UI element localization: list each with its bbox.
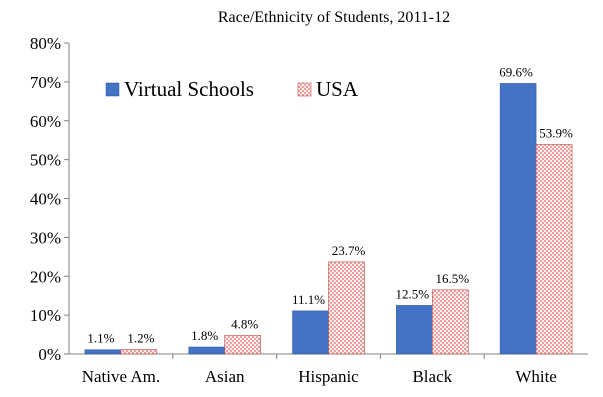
x-tick-label: White [515,367,557,386]
data-label-usa: 16.5% [436,271,470,286]
legend-swatch-virtual-schools [105,82,120,97]
y-tick-label: 20% [30,267,61,286]
y-axis: 0% 10% 20% 30% 40% 50% 60% 70% 80% [30,34,70,364]
chart-title: Race/Ethnicity of Students, 2011-12 [218,9,450,26]
data-label-virtual-schools: 69.6% [499,64,533,79]
bar-usa [328,261,365,355]
data-label-usa: 53.9% [539,125,573,140]
x-tick-label: Asian [205,367,245,386]
bar-virtual-schools [188,346,225,355]
y-tick-label: 70% [30,73,61,92]
legend-label-virtual-schools: Virtual Schools [124,77,254,101]
bar-virtual-schools [396,305,433,355]
bar-virtual-schools [84,349,122,355]
y-tick-label: 40% [30,190,61,209]
data-label-usa: 4.8% [231,316,258,331]
data-label-usa: 1.2% [127,330,154,345]
data-label-virtual-schools: 12.5% [396,286,430,301]
y-tick-label: 30% [30,228,61,247]
legend-swatch-usa [297,82,312,97]
y-tick-label: 0% [38,345,61,364]
bar-usa [431,289,469,355]
x-tick-label: Hispanic [298,367,359,386]
data-label-virtual-schools: 1.8% [191,328,218,343]
data-label-virtual-schools: 11.1% [292,292,325,307]
y-tick-label: 10% [30,306,61,325]
y-tick-label: 80% [30,34,61,53]
data-label-usa: 23.7% [332,243,366,258]
legend-label-usa: USA [316,77,359,101]
x-tick-label: Native Am. [82,367,160,386]
y-tick-label: 60% [30,112,61,131]
bar-virtual-schools [292,310,329,355]
bars-group: 1.1% 1.2% 1.8% 4.8% 11.1% 23.7% 12.5% 16.5% 69.6… [84,64,573,355]
bar-usa [535,144,573,355]
bar-usa [224,335,261,355]
y-tick-label: 50% [30,151,61,170]
x-axis: Native Am. Asian Hispanic Black White [69,353,588,386]
bar-usa [120,349,158,355]
legend: Virtual Schools USA [105,77,359,101]
x-tick-label: Black [412,367,452,386]
bar-virtual-schools [499,83,537,355]
data-label-virtual-schools: 1.1% [87,331,114,346]
